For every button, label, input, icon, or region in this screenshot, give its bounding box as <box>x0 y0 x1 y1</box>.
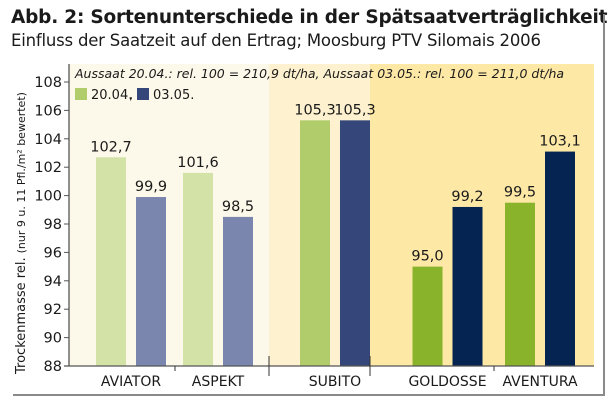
bar-aviator-20-04 <box>96 157 126 366</box>
y-axis-label-note: (nur 9 u. 11 Pfl./m² bewertet) <box>15 92 28 253</box>
y-axis-label: Trockenmasse rel. (nur 9 u. 11 Pfl./m² be… <box>14 92 29 375</box>
bars <box>96 120 575 366</box>
bar-subito-03-05 <box>340 120 370 366</box>
value-label-subito-03-05: 105,3 <box>334 102 376 118</box>
legend: 20.04. , 03.05. <box>75 88 194 103</box>
y-tick-label-94: 94 <box>44 274 62 290</box>
y-tick-label-90: 90 <box>44 331 62 347</box>
y-tick-label-108: 108 <box>34 75 62 91</box>
bar-aventura-20-04 <box>505 202 535 366</box>
bar-aspekt-03-05 <box>223 216 253 366</box>
value-label-aviator-20-04: 102,7 <box>90 139 132 155</box>
frame-bottom-border <box>13 394 605 396</box>
y-tick-label-104: 104 <box>34 132 62 148</box>
value-label-aventura-20-04: 99,5 <box>504 185 536 201</box>
y-tick-label-100: 100 <box>34 189 62 205</box>
value-label-goldosse-03-05: 99,2 <box>451 189 483 205</box>
value-label-aviator-03-05: 99,9 <box>135 179 167 195</box>
category-label-goldosse: GOLDOSSE <box>408 374 486 390</box>
legend-separator: , <box>129 88 133 103</box>
legend-label-03-05: 03.05. <box>153 88 194 103</box>
y-tick-label-98: 98 <box>44 217 62 233</box>
y-tick-label-102: 102 <box>34 160 62 176</box>
chart-subtitle: Einfluss der Saatzeit auf den Ertrag; Mo… <box>11 31 541 50</box>
chart-title: Abb. 2: Sortenunterschiede in der Spätsa… <box>11 7 608 28</box>
frame-right-border <box>603 14 605 396</box>
category-label-subito: SUBITO <box>309 374 361 390</box>
value-label-aventura-03-05: 103,1 <box>539 134 581 150</box>
bar-aspekt-20-04 <box>183 172 213 366</box>
bar-goldosse-03-05 <box>452 206 483 366</box>
legend-swatch-20-04 <box>75 88 87 100</box>
y-tick-label-96: 96 <box>44 245 62 261</box>
category-label-aspekt: ASPEKT <box>192 374 245 390</box>
annotation-note: Aussaat 20.04.: rel. 100 = 210,9 dt/ha, … <box>74 66 564 81</box>
axes: AVIATOR ASPEKT SUBITO GOLDOSSE AVENTURA 88 90 9… <box>34 64 594 390</box>
value-label-aspekt-03-05: 98,5 <box>222 199 254 215</box>
bar-aventura-03-05 <box>545 151 575 366</box>
bar-aviator-03-05 <box>136 197 166 366</box>
y-tick-label-106: 106 <box>34 103 62 119</box>
value-label-goldosse-20-04: 95,0 <box>411 249 443 265</box>
legend-label-20-04: 20.04. <box>91 88 132 103</box>
y-tick-label-88: 88 <box>44 359 62 375</box>
y-axis-label-main: Trockenmasse rel. <box>14 257 29 375</box>
category-label-aviator: AVIATOR <box>101 374 161 390</box>
y-tick-label-92: 92 <box>44 302 62 318</box>
category-label-aventura: AVENTURA <box>502 374 578 390</box>
value-label-subito-20-04: 105,3 <box>294 102 336 118</box>
legend-swatch-03-05 <box>137 88 149 100</box>
value-label-aspekt-20-04: 101,6 <box>177 155 219 171</box>
bar-goldosse-20-04 <box>412 266 443 366</box>
bar-subito-20-04 <box>300 120 330 366</box>
